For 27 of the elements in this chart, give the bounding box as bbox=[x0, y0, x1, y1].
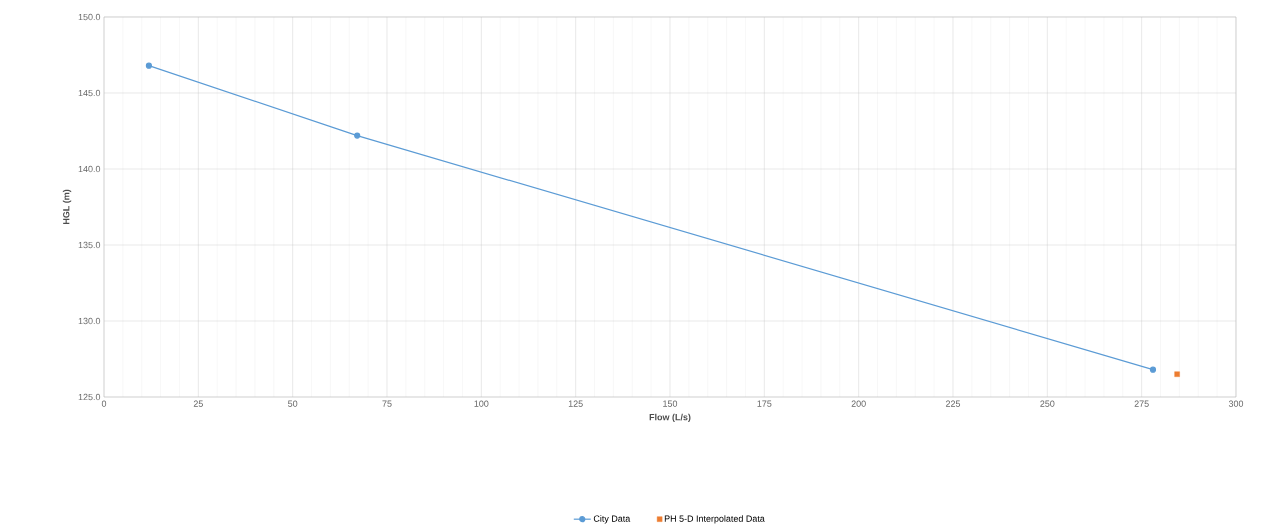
point bbox=[1174, 371, 1180, 377]
y-tick-label: 150.0 bbox=[78, 13, 101, 21]
point bbox=[145, 62, 152, 69]
y-tick-label: 125.0 bbox=[78, 393, 101, 401]
x-tick-label: 0 bbox=[101, 400, 107, 407]
x-tick-label: 125 bbox=[568, 400, 583, 407]
point bbox=[1149, 366, 1157, 373]
legend-label: PH 5-D Interpolated Data bbox=[664, 515, 765, 524]
y-tick-label: 145.0 bbox=[78, 89, 101, 97]
legend-label: City Data bbox=[593, 515, 631, 524]
x-axis-title: Flow (L/s) bbox=[649, 413, 691, 423]
x-tick-label: 50 bbox=[288, 400, 298, 407]
x-tick-label: 275 bbox=[1134, 400, 1149, 407]
y-tick-label: 135.0 bbox=[78, 241, 101, 249]
x-tick-label: 200 bbox=[851, 400, 866, 407]
x-tick-label: 75 bbox=[382, 400, 392, 407]
x-tick-label: 175 bbox=[757, 400, 772, 407]
x-tick-label: 225 bbox=[945, 400, 961, 407]
x-tick-label: 25 bbox=[193, 400, 203, 407]
y-axis-title: HGL (m) bbox=[62, 189, 72, 225]
x-tick-label: 100 bbox=[474, 400, 489, 407]
x-tick-label: 250 bbox=[1040, 400, 1055, 407]
y-tick-label: 140.0 bbox=[78, 165, 101, 173]
point bbox=[354, 132, 361, 139]
x-tick-label: 150 bbox=[663, 400, 678, 407]
y-tick-label: 130.0 bbox=[78, 317, 101, 325]
x-tick-label: 300 bbox=[1228, 400, 1244, 407]
